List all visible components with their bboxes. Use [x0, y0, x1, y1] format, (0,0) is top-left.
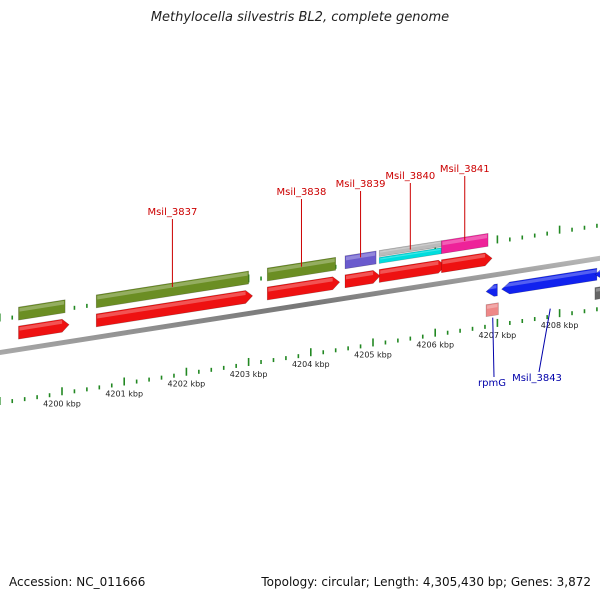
cds-msil-3841 — [441, 252, 493, 274]
gene-label-msil-3843: Msil_3843 — [512, 373, 562, 384]
trna-rpmg-shine — [487, 303, 498, 309]
cog-msil-3840-b-shine — [380, 248, 441, 260]
gene-label-msil-3838: Msil_3838 — [277, 187, 327, 198]
cog-msil-3838 — [266, 256, 336, 282]
cog-feature-track — [18, 233, 489, 321]
kbp-label: 4201 kbp — [105, 390, 143, 399]
kbp-label: 4207 kbp — [479, 331, 517, 340]
leader-line — [538, 308, 551, 373]
rev-cog-partial-shine — [595, 287, 600, 292]
rev-cds-partial-rev-2-shine — [595, 268, 600, 273]
genome-backbone — [0, 255, 600, 356]
kbp-label: 4208 kbp — [541, 321, 579, 330]
cds-msil-3838 — [266, 276, 341, 301]
gene-label-msil-3839: Msil_3839 — [336, 179, 386, 190]
cds-msil-3839 — [344, 270, 381, 289]
gene-label-msil-3840: Msil_3840 — [385, 171, 435, 182]
cds-msil-3840-shine — [380, 261, 439, 275]
cds-msil-3838-shine — [268, 277, 333, 292]
backbone-line — [0, 255, 600, 356]
kbp-label: 4206 kbp — [416, 341, 454, 350]
cog-msil-3837 — [95, 270, 249, 309]
cog-msil-3839 — [344, 250, 377, 270]
kbp-label: 4204 kbp — [292, 360, 330, 369]
kbp-label-group: 4200 kbp 4201 kbp 4202 kbp 4203 kbp 4204 kbp… — [43, 321, 578, 408]
kbp-label: 4203 kbp — [230, 370, 268, 379]
accession-text: Accession: NC_011666 — [9, 575, 146, 589]
genome-summary: Topology: circular; Length: 4,305,430 bp… — [261, 575, 591, 589]
cds-partial-0 — [18, 318, 70, 340]
cds-feature-track — [18, 252, 493, 340]
cds-msil-3839-shine — [346, 271, 374, 280]
rev-cog-partial — [594, 286, 600, 300]
gene-label-msil-3837: Msil_3837 — [147, 207, 197, 218]
cds-msil-3837-shine — [97, 291, 246, 319]
reverse-feature-track — [485, 267, 600, 318]
gene-label-rpmg: rpmG — [478, 378, 506, 389]
kbp-label: 4205 kbp — [354, 350, 392, 359]
kbp-label: 4200 kbp — [43, 399, 81, 408]
cds-partial-0-shine — [19, 320, 63, 331]
cds-msil-3841-shine — [442, 253, 486, 265]
trna-rpmg — [485, 302, 499, 318]
gene-label-msil-3841: Msil_3841 — [440, 164, 490, 175]
kbp-label: 4202 kbp — [168, 380, 206, 389]
rev-cds-rpmg — [485, 283, 498, 297]
rev-cds-msil-3843-shine — [502, 269, 596, 288]
cog-partial-0-shine — [19, 300, 65, 312]
cog-partial-0 — [18, 299, 66, 321]
lower-tick-ring — [0, 307, 598, 406]
cog-msil-3841 — [441, 233, 489, 255]
rev-cds-msil-3843 — [501, 267, 598, 295]
leader-line — [492, 317, 495, 378]
map-title: Methylocella silvestris BL2, complete ge… — [150, 10, 450, 25]
rev-cds-partial-rev-2 — [594, 269, 600, 278]
rev-cds-rpmg-shine — [487, 285, 497, 290]
cds-msil-3837 — [95, 290, 254, 328]
